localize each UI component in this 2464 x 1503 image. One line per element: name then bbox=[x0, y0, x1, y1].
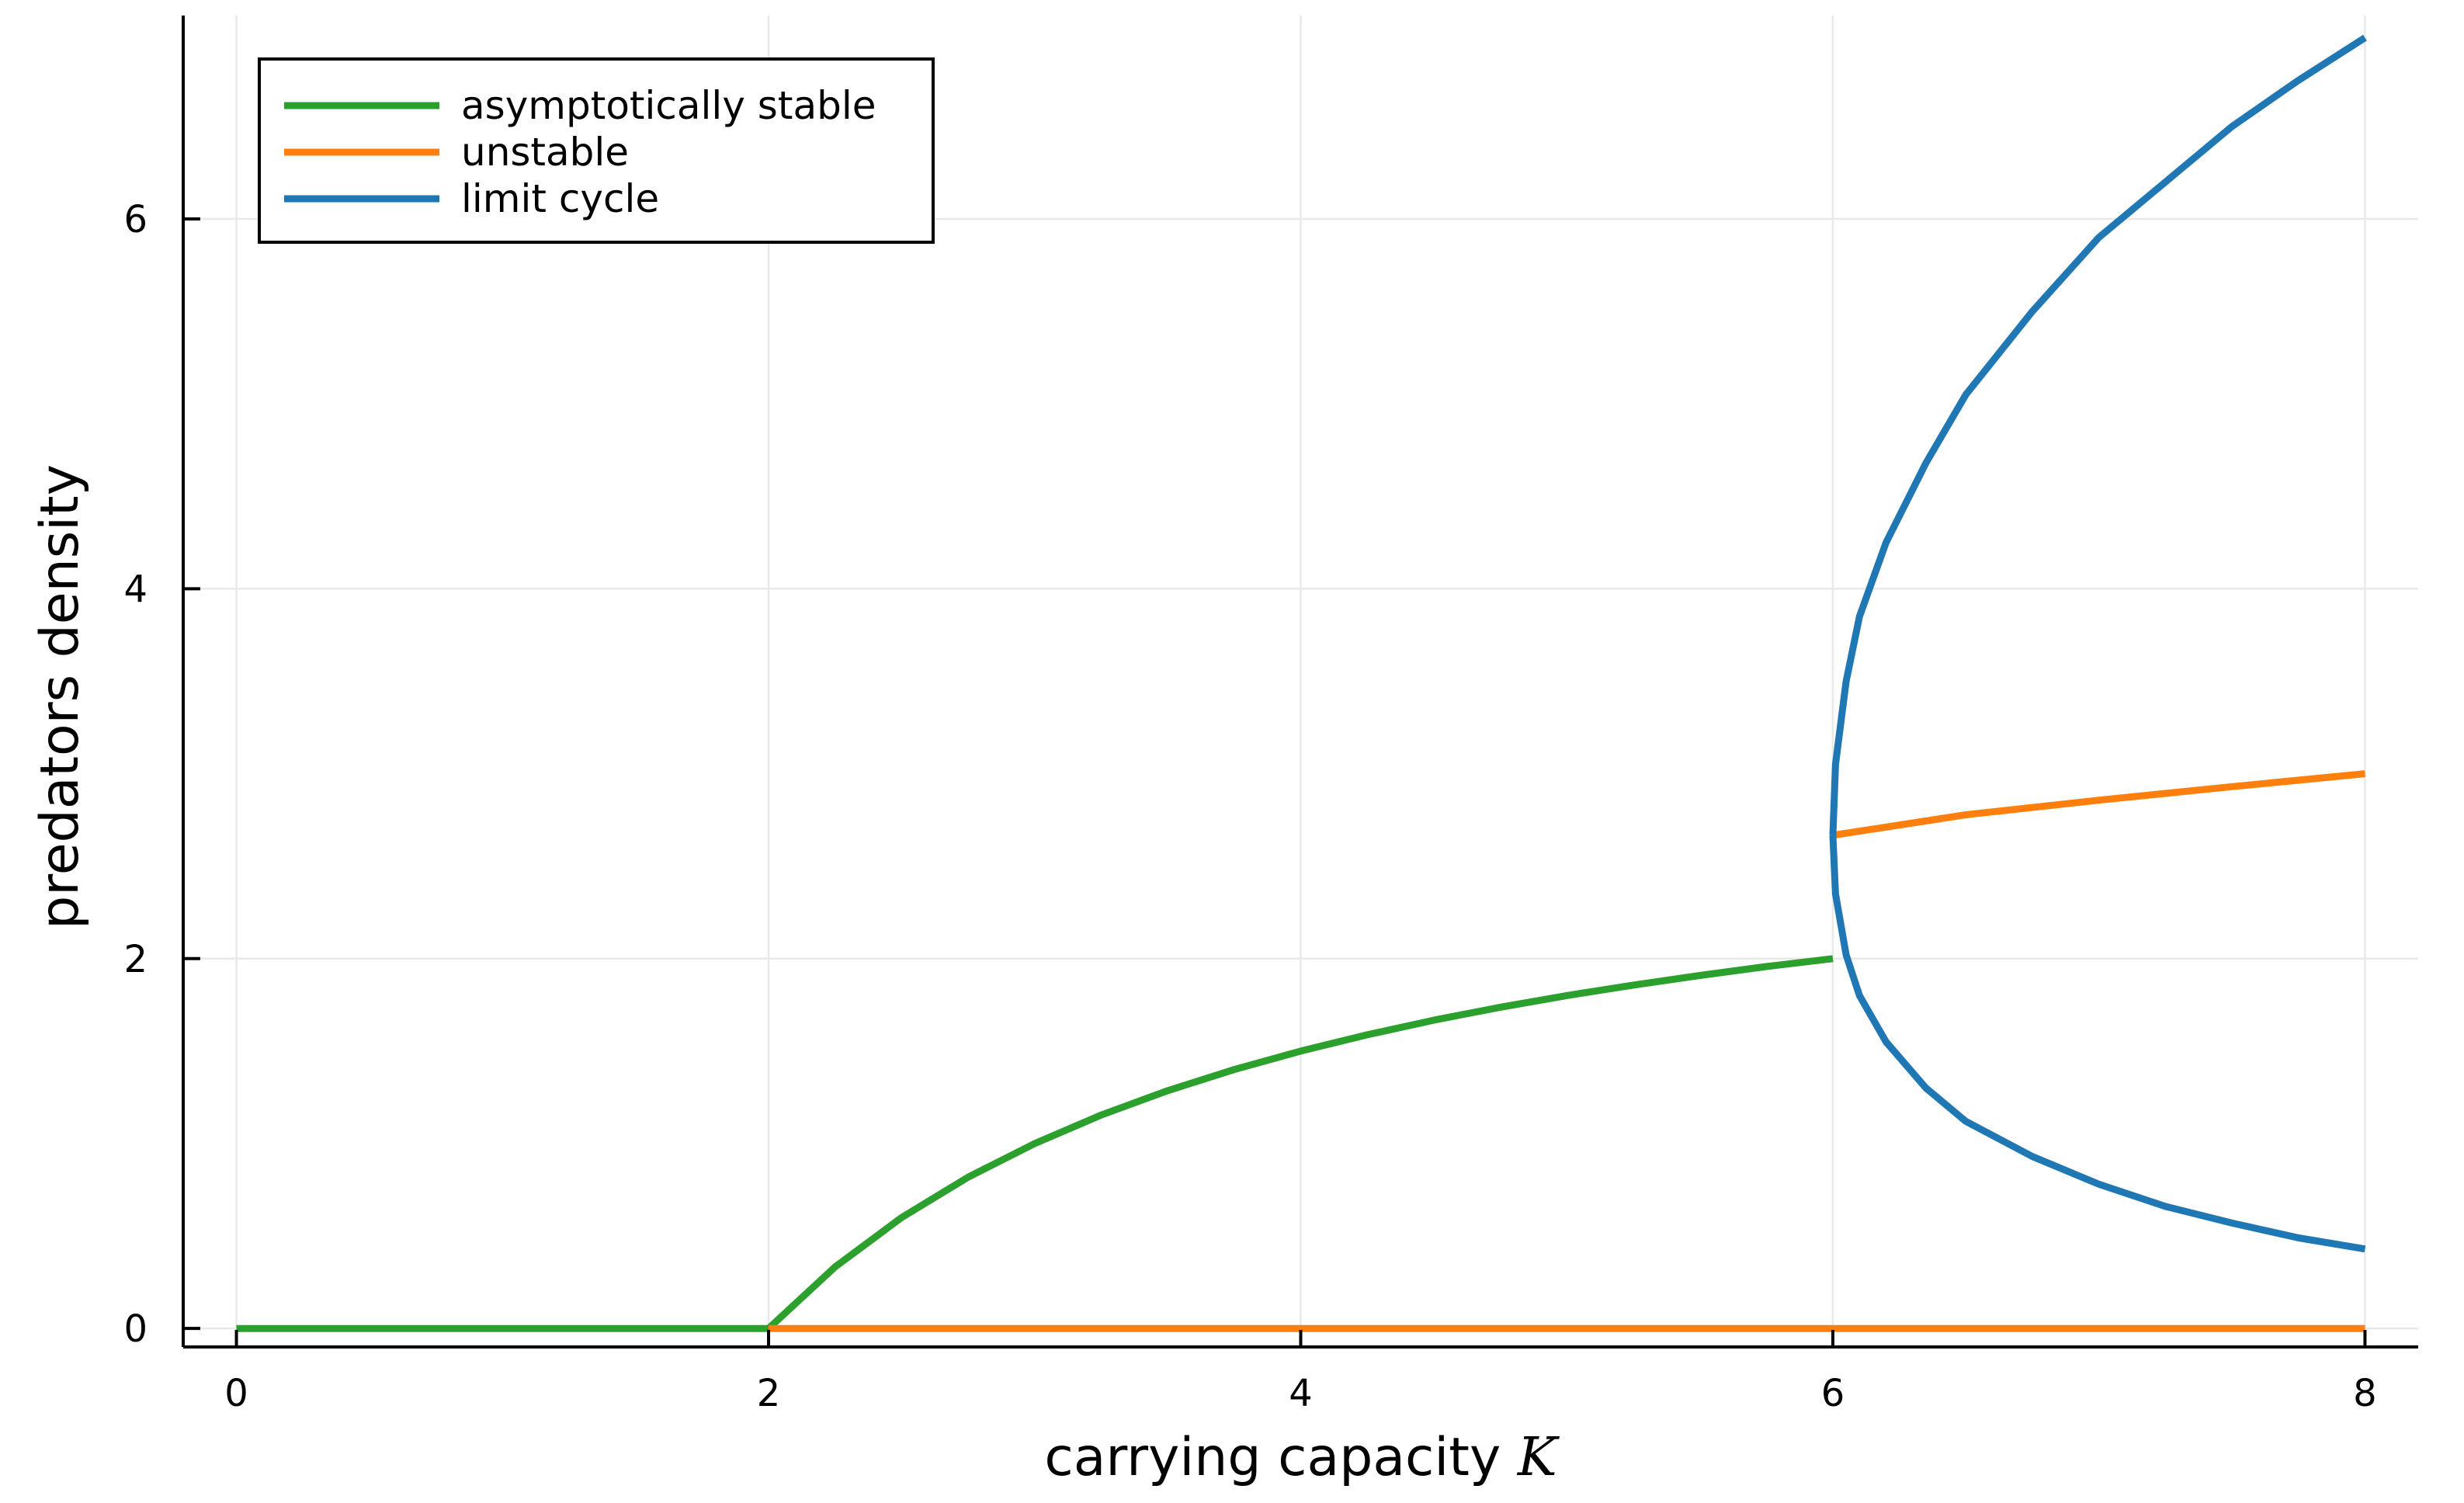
labels-layer: carrying capacity K predators density bbox=[29, 464, 1560, 1488]
series-line-limit-cycle-0 bbox=[1829, 34, 2367, 836]
legend-label-1: unstable bbox=[461, 130, 629, 175]
x-tick-label-3: 6 bbox=[1821, 1372, 1845, 1415]
x-tick-label-4: 8 bbox=[2353, 1372, 2377, 1415]
y-tick-label-1: 2 bbox=[123, 938, 147, 981]
y-tick-label-2: 4 bbox=[123, 568, 147, 611]
series-line-unstable-1 bbox=[1832, 770, 2365, 839]
series-line-limit-cycle-1 bbox=[1829, 835, 2366, 1253]
x-axis-label-symbol: K bbox=[1516, 1427, 1560, 1488]
axes-layer: 0 2 4 6 8 0 2 4 6 bbox=[123, 16, 2418, 1415]
x-tick-label-2: 4 bbox=[1289, 1372, 1313, 1415]
series-line-asymptotically-stable-1 bbox=[765, 955, 1834, 1331]
legend-label-2: limit cycle bbox=[461, 176, 659, 221]
x-axis-label: carrying capacity K bbox=[1044, 1427, 1560, 1488]
x-tick-label-1: 2 bbox=[757, 1372, 781, 1415]
legend-label-0: asymptotically stable bbox=[461, 83, 876, 128]
x-axis-label-text: carrying capacity bbox=[1044, 1427, 1501, 1488]
y-tick-label-0: 0 bbox=[123, 1307, 147, 1351]
x-tick-label-0: 0 bbox=[224, 1372, 248, 1415]
y-axis-label: predators density bbox=[29, 464, 91, 929]
y-tick-label-3: 6 bbox=[123, 198, 147, 241]
series-layer bbox=[236, 34, 2367, 1332]
